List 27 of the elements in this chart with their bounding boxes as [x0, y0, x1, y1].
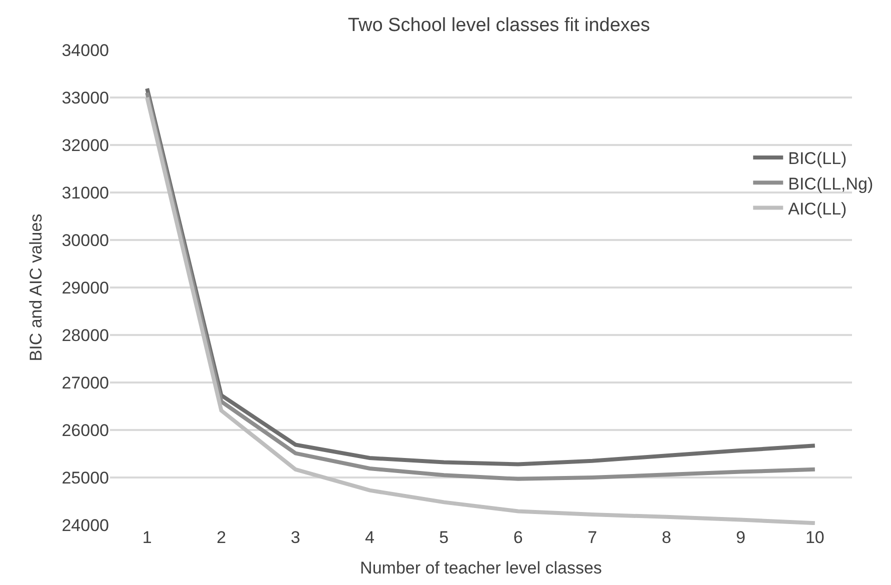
x-tick-label: 6 [513, 528, 523, 547]
y-tick-label: 31000 [62, 183, 109, 202]
y-tick-label: 33000 [62, 88, 109, 108]
y-tick-label: 28000 [62, 326, 109, 345]
y-tick-label: 26000 [62, 420, 109, 440]
x-tick-label: 8 [662, 528, 672, 547]
y-tick-label: 24000 [62, 516, 109, 535]
legend-label: BIC(LL) [788, 149, 847, 168]
y-tick-label: 34000 [62, 40, 109, 60]
chart-title: Two School level classes fit indexes [348, 14, 650, 36]
x-tick-label: 4 [364, 528, 374, 547]
x-tick-label: 1 [142, 528, 152, 547]
x-tick-label: 3 [290, 528, 300, 547]
y-axis-title: BIC and AIC values [26, 214, 46, 362]
x-axis-title: Number of teacher level classes [360, 558, 602, 578]
x-tick-label: 7 [588, 528, 598, 547]
x-tick-label: 2 [216, 528, 226, 547]
x-tick-label: 9 [736, 528, 746, 547]
y-tick-label: 25000 [62, 468, 109, 488]
legend-label: BIC(LL,Ng) [788, 174, 874, 194]
y-tick-label: 32000 [62, 136, 109, 155]
y-tick-label: 30000 [62, 230, 109, 250]
y-tick-label: 27000 [62, 373, 109, 392]
x-tick-label: 5 [439, 528, 449, 547]
x-tick-label: 10 [805, 528, 824, 547]
y-tick-label: 29000 [62, 278, 109, 298]
legend-label: AIC(LL) [788, 199, 847, 218]
